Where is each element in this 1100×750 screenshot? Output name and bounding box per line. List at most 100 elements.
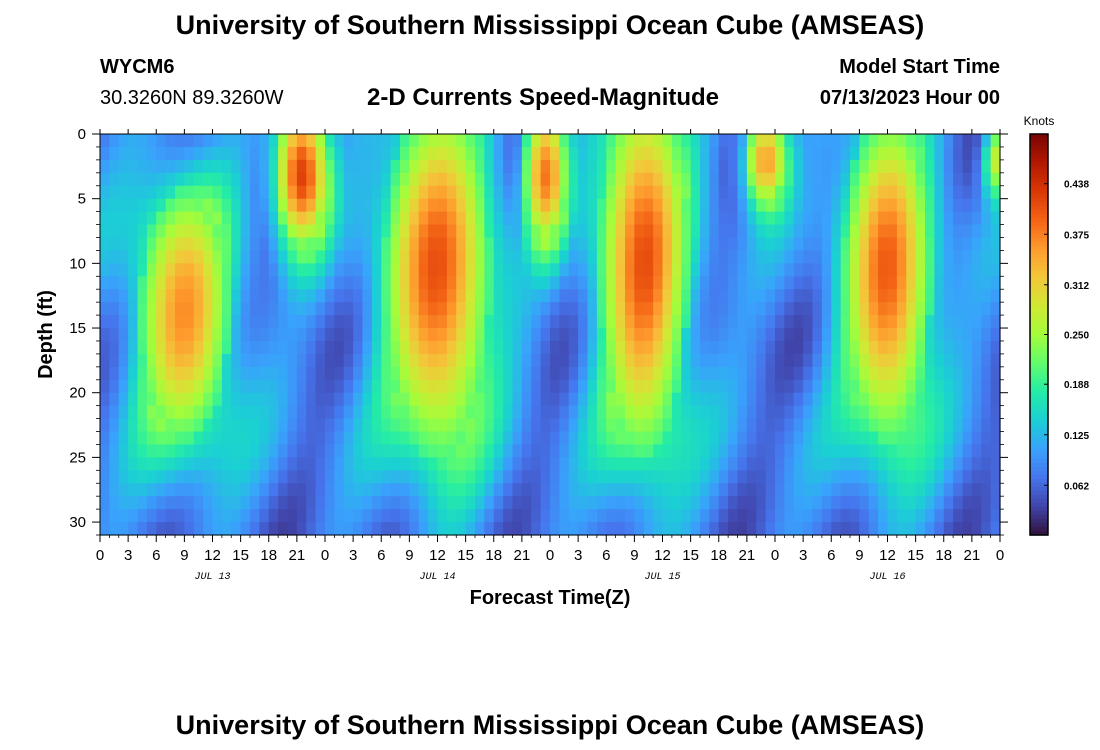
heatmap-cell (540, 185, 551, 200)
heatmap-cell (634, 224, 645, 239)
heatmap-cell (240, 353, 251, 368)
heatmap-cell (925, 405, 935, 420)
heatmap-cell (418, 250, 429, 264)
heatmap-cell (334, 172, 345, 187)
heatmap-cell (709, 366, 720, 381)
heatmap-cell (512, 392, 523, 407)
heatmap-cell (259, 496, 270, 510)
heatmap-cell (578, 172, 589, 187)
heatmap-cell (287, 172, 298, 187)
heatmap-cell (484, 198, 495, 213)
heatmap-cell (906, 250, 917, 264)
heatmap-cell (259, 315, 270, 329)
heatmap-cell (100, 353, 110, 368)
heatmap-cell (456, 470, 467, 484)
heatmap-cell (559, 315, 570, 329)
heatmap-cell (250, 405, 260, 420)
heatmap-cell (521, 496, 532, 510)
heatmap-cell (193, 250, 204, 264)
heatmap-cell (878, 509, 889, 523)
heatmap-cell (418, 457, 429, 471)
heatmap-cell (934, 353, 945, 368)
heatmap-cell (240, 418, 251, 433)
heatmap-cell (437, 185, 448, 200)
heatmap-cell (100, 457, 110, 471)
heatmap-cell (981, 340, 992, 355)
heatmap-cell (240, 457, 251, 471)
heatmap-cell (146, 159, 157, 174)
heatmap-cell (371, 263, 382, 277)
heatmap-cell (362, 198, 373, 213)
heatmap-cell (100, 276, 110, 290)
heatmap-cell (896, 172, 907, 187)
heatmap-cell (334, 444, 345, 458)
heatmap-cell (550, 405, 560, 420)
heatmap-cell (362, 146, 373, 161)
heatmap-cell (296, 237, 307, 252)
heatmap-cell (578, 134, 589, 148)
heatmap-cell (559, 289, 570, 303)
heatmap-cell (362, 496, 373, 510)
heatmap-cell (428, 289, 439, 303)
heatmap-cell (681, 250, 692, 264)
heatmap-cell (812, 457, 823, 471)
heatmap-cell (343, 289, 354, 303)
heatmap-cell (446, 302, 457, 316)
heatmap-cell (100, 289, 110, 303)
heatmap-cell (709, 470, 720, 484)
heatmap-cell (793, 146, 804, 161)
heatmap-cell (287, 250, 298, 264)
heatmap-cell (306, 224, 317, 239)
heatmap-cell (512, 263, 523, 277)
heatmap-cell (353, 134, 364, 148)
heatmap-cell (737, 392, 748, 407)
colorbar-segment (1030, 270, 1048, 275)
heatmap-cell (390, 431, 401, 446)
heatmap-cell (521, 470, 532, 484)
heatmap-cell (775, 276, 785, 290)
heatmap-cell (765, 328, 776, 342)
heatmap-cell (962, 340, 973, 355)
heatmap-cell (550, 198, 560, 213)
heatmap-cell (221, 328, 232, 342)
heatmap-cell (334, 289, 345, 303)
heatmap-cell (606, 522, 617, 536)
heatmap-cell (240, 483, 251, 497)
heatmap-cell (878, 289, 889, 303)
heatmap-cell (109, 250, 120, 264)
heatmap-cell (465, 224, 476, 239)
heatmap-cell (118, 237, 129, 252)
heatmap-cell (146, 444, 157, 458)
heatmap-cell (325, 328, 335, 342)
heatmap-cell (859, 496, 870, 510)
heatmap-cell (793, 198, 804, 213)
heatmap-cell (625, 483, 635, 497)
colorbar-segment (1030, 398, 1048, 404)
heatmap-cell (700, 185, 710, 200)
heatmap-cell (400, 522, 410, 536)
heatmap-cell (137, 522, 148, 536)
heatmap-cell (671, 263, 682, 277)
heatmap-cell (878, 379, 889, 394)
heatmap-cell (184, 134, 195, 148)
heatmap-cell (653, 340, 664, 355)
heatmap-cell (821, 185, 832, 200)
heatmap-cell (606, 457, 617, 471)
heatmap-cell (278, 418, 289, 433)
heatmap-cell (465, 431, 476, 446)
heatmap-cell (728, 146, 739, 161)
heatmap-cell (296, 496, 307, 510)
heatmap-cell (521, 366, 532, 381)
heatmap-cell (250, 289, 260, 303)
heatmap-cell (325, 134, 335, 148)
colorbar-segment (1030, 494, 1048, 500)
heatmap-cell (887, 250, 898, 264)
heatmap-cell (381, 146, 392, 161)
heatmap-cell (859, 392, 870, 407)
heatmap-cell (915, 211, 926, 226)
heatmap-cell (793, 224, 804, 239)
heatmap-cell (400, 146, 410, 161)
heatmap-cell (184, 483, 195, 497)
heatmap-cell (428, 302, 439, 316)
heatmap-cell (456, 522, 467, 536)
